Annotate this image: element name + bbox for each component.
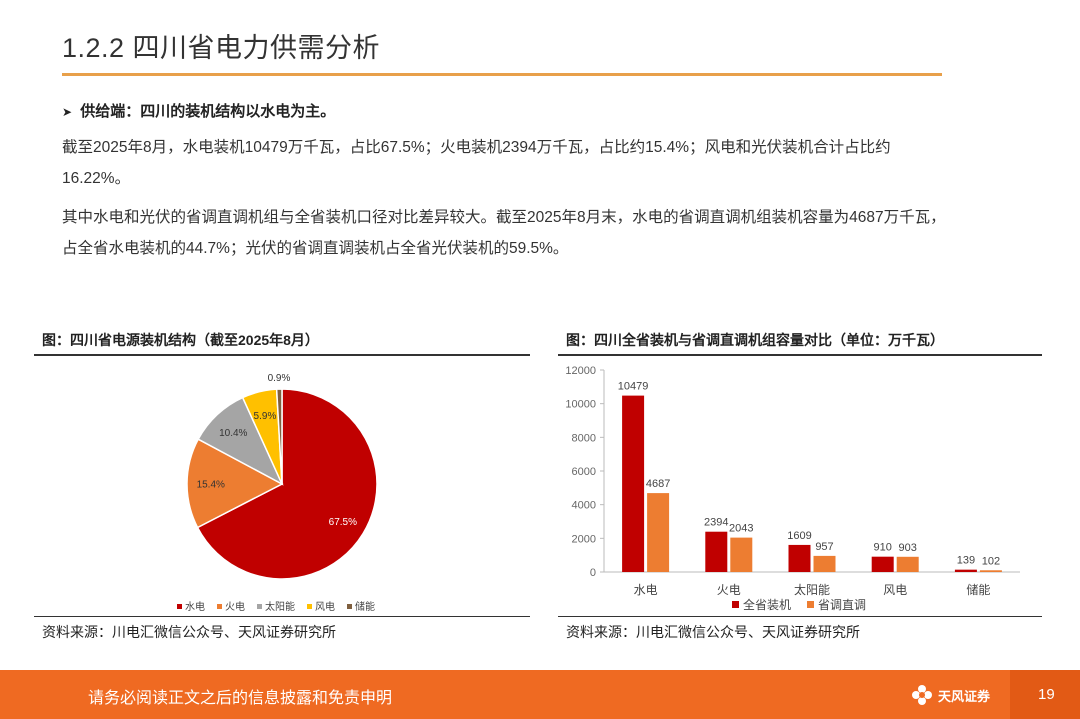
pie-chart-panel: 图：四川省电源装机结构（截至2025年8月） 67.5% 15.4% 10.4% 5.…: [34, 322, 530, 662]
page-number: 19: [1038, 686, 1055, 703]
bar-label-1-0: 2394: [704, 517, 728, 529]
pie-label-2: 10.4%: [219, 428, 247, 439]
title-underline: [62, 73, 942, 76]
pie-label-3: 5.9%: [254, 411, 277, 422]
brand-name: 天风证券: [938, 688, 991, 704]
bullet-text: 供给端：四川的装机结构以水电为主。: [80, 103, 336, 120]
bar-legend: 全省装机 省调直调: [732, 597, 866, 612]
page-number-box: [1010, 670, 1080, 719]
bar-legend-label-1: 省调直调: [818, 598, 866, 612]
bullet-point: ➤ 供给端：四川的装机结构以水电为主。: [62, 100, 335, 121]
flower-logo-icon: [912, 685, 932, 705]
x-category-label-3: 风电: [883, 583, 907, 597]
pie-legend-label-2: 太阳能: [265, 600, 295, 613]
bar-label-1-1: 2043: [729, 523, 753, 535]
x-category-label-0: 水电: [634, 583, 658, 597]
paragraph-1-line-2: 16.22%。: [62, 170, 131, 187]
bar-4-0: [954, 569, 977, 572]
footer-disclaimer: 请务必阅读正文之后的信息披露和免责申明: [88, 690, 393, 707]
paragraph-2-line-1: 其中水电和光伏的省调直调机组与全省装机口径对比差异较大。截至2025年8月末，水…: [62, 209, 946, 226]
bar-label-2-1: 957: [815, 541, 833, 553]
pie-legend: 水电 火电 太阳能 风电 储能: [177, 600, 375, 613]
pie-legend-swatch-3: [307, 604, 312, 609]
pie-label-4: 0.9%: [268, 373, 291, 384]
pie-legend-swatch-4: [347, 604, 352, 609]
bar-0-0: [622, 395, 645, 572]
pie-slice-1: [186, 438, 284, 529]
arrow-bullet-icon: ➤: [62, 105, 73, 119]
y-tick-label-6: 12000: [565, 365, 596, 377]
bar-1-1: [730, 537, 753, 572]
pie-legend-label-3: 风电: [315, 600, 335, 613]
pie-source-rule: [34, 616, 530, 617]
bar-label-2-0: 1609: [787, 530, 811, 542]
pie-chart-title-rule: [34, 354, 530, 356]
paragraph-1: 截至2025年8月，水电装机10479万千瓦，占比67.5%；火电装机2394万…: [62, 132, 1042, 194]
pie-label-1: 15.4%: [197, 479, 225, 490]
y-tick-label-5: 10000: [565, 399, 596, 411]
paragraph-1-line-1: 截至2025年8月，水电装机10479万千瓦，占比67.5%；火电装机2394万…: [62, 139, 891, 156]
bar-label-0-0: 10479: [618, 381, 649, 393]
pie-chart: 67.5% 15.4% 10.4% 5.9% 0.9% 水电 火电 太阳能 风电 储能: [177, 373, 378, 613]
y-tick-label-3: 6000: [572, 466, 596, 478]
bar-3-1: [896, 556, 919, 572]
bar-3-0: [871, 556, 894, 572]
bar-label-4-0: 139: [957, 555, 975, 567]
bar-label-0-1: 4687: [646, 478, 670, 490]
pie-chart-title: 图：四川省电源装机结构（截至2025年8月）: [42, 332, 319, 348]
bar-chart-title-rule: [558, 354, 1042, 356]
pie-slice-0: [196, 388, 378, 580]
x-category-label-4: 储能: [966, 582, 990, 597]
page-title: 1.2.2 四川省电力供需分析: [62, 33, 381, 63]
bar-label-3-1: 903: [899, 542, 917, 554]
bar-legend-swatch-0: [732, 601, 739, 608]
pie-legend-label-0: 水电: [185, 600, 205, 613]
bar-source-rule: [558, 616, 1042, 617]
bar-1-0: [705, 531, 728, 572]
bar-chart-title: 图：四川全省装机与省调直调机组容量对比（单位：万千瓦）: [566, 332, 944, 348]
y-tick-label-0: 0: [590, 567, 596, 579]
y-tick-label-2: 4000: [572, 500, 596, 512]
pie-slice-4: [275, 388, 283, 485]
bar-legend-swatch-1: [807, 601, 814, 608]
y-tick-label-1: 2000: [572, 533, 596, 545]
pie-label-0: 67.5%: [329, 517, 357, 528]
pie-chart-source: 资料来源：川电汇微信公众号、天风证券研究所: [42, 624, 336, 640]
footer-bar: 请务必阅读正文之后的信息披露和免责申明 天风证券 19: [0, 670, 1080, 719]
bar-2-0: [788, 544, 811, 572]
paragraph-2: 其中水电和光伏的省调直调机组与全省装机口径对比差异较大。截至2025年8月末，水…: [62, 202, 1042, 264]
pie-legend-swatch-2: [257, 604, 262, 609]
bar-0-1: [647, 493, 670, 572]
pie-legend-label-1: 火电: [225, 600, 245, 613]
bar-legend-label-0: 全省装机: [743, 597, 791, 612]
bar-label-3-0: 910: [874, 542, 892, 554]
paragraph-2-line-2: 占全省水电装机的44.7%；光伏的省调直调装机占全省光伏装机的59.5%。: [62, 240, 569, 257]
bar-4-1: [979, 570, 1002, 572]
bar-chart: 0 2000 4000 6000 8000 10000 12000 10479 4687 水电 23…: [565, 365, 1020, 612]
brand-logo: 天风证券: [910, 680, 990, 710]
pie-legend-swatch-0: [177, 604, 182, 609]
bar-2-1: [813, 555, 836, 572]
x-category-label-2: 太阳能: [794, 582, 830, 597]
pie-legend-swatch-1: [217, 604, 222, 609]
bar-chart-panel: 图：四川全省装机与省调直调机组容量对比（单位：万千瓦） 0 2000 4000 600…: [558, 322, 1042, 662]
pie-legend-label-4: 储能: [355, 600, 375, 613]
bar-label-4-1: 102: [982, 555, 1000, 567]
bar-chart-source: 资料来源：川电汇微信公众号、天风证券研究所: [566, 624, 860, 640]
x-category-label-1: 火电: [717, 583, 741, 597]
y-tick-label-4: 8000: [572, 432, 596, 444]
